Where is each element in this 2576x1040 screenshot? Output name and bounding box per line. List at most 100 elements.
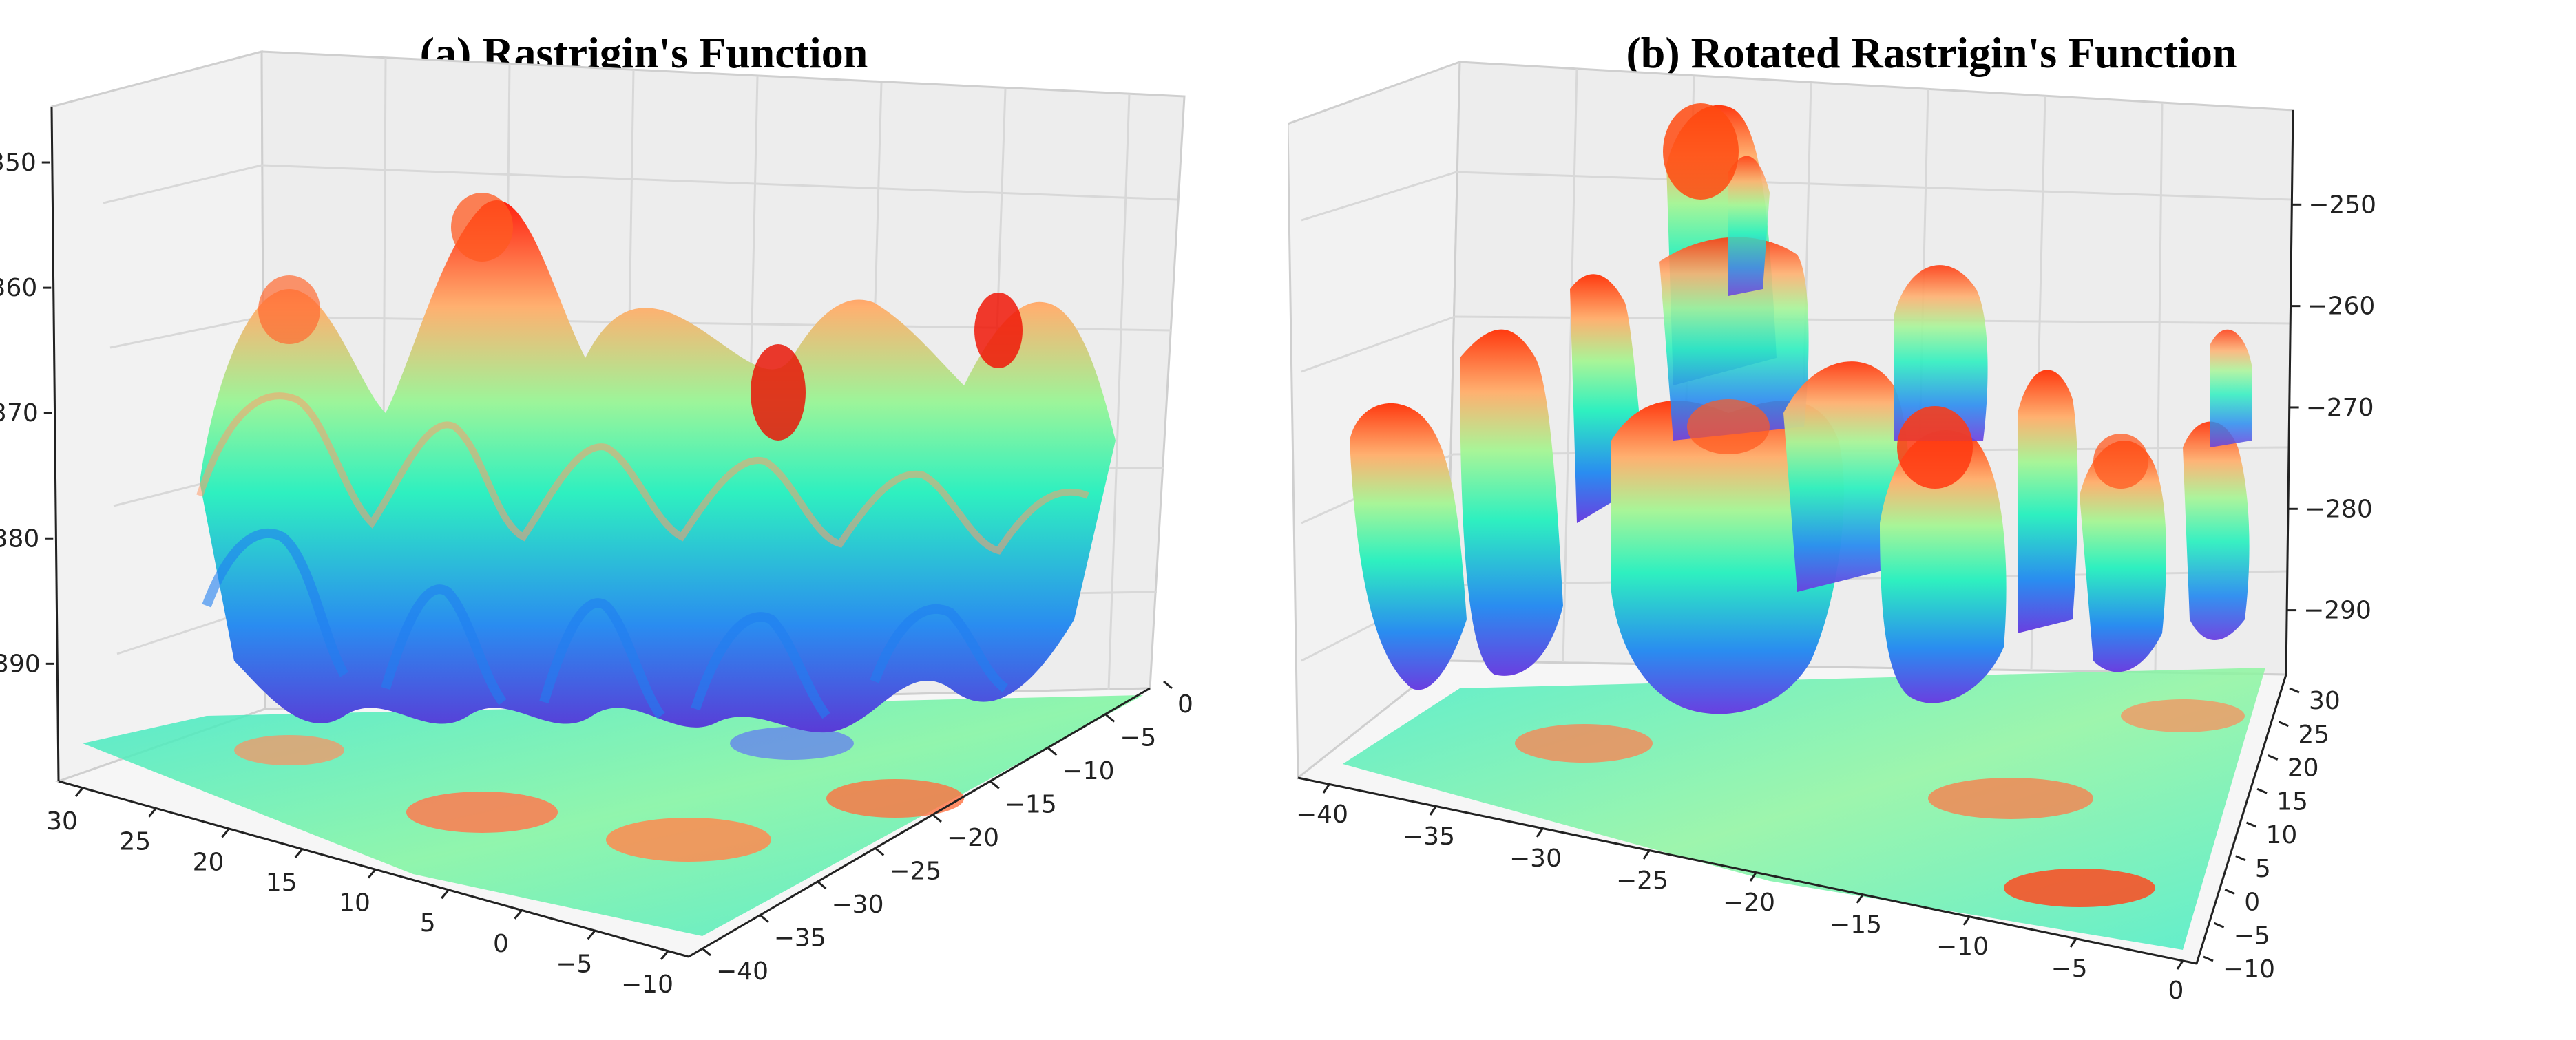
x-b-tick-label: 0 xyxy=(2168,977,2184,1005)
y-a-tick-label: −10 xyxy=(1062,757,1115,785)
x-a-tick-label: −10 xyxy=(621,970,673,999)
z-a-tick-label: −360 xyxy=(0,274,37,302)
y-axis-b xyxy=(2195,674,2287,964)
x-b-tick-mark xyxy=(1322,784,1330,794)
x-a-tick-mark xyxy=(148,807,157,818)
z-ticks-a: −350 −360 −370 −380 −390 xyxy=(0,149,54,678)
y-b-tick-label: 0 xyxy=(2244,889,2260,917)
x-b-tick-mark xyxy=(1536,828,1544,838)
x-b-tick-mark xyxy=(2176,960,2184,970)
x-a-tick-mark xyxy=(367,869,377,879)
z-a-tick-label: −350 xyxy=(0,149,36,177)
y-a-tick-label: 0 xyxy=(1177,690,1193,719)
y-b-tick-mark xyxy=(2256,787,2268,794)
x-b-tick-mark xyxy=(1962,916,1971,926)
x-a-tick-label: −5 xyxy=(556,950,592,978)
y-a-tick-mark xyxy=(932,814,942,823)
y-a-tick-label: −25 xyxy=(889,858,941,886)
z-axis-a xyxy=(50,106,60,782)
surface-a xyxy=(196,193,1116,733)
y-b-tick-label: −10 xyxy=(2223,955,2275,984)
y-a-tick-mark xyxy=(817,880,827,890)
z-a-tick-label: −380 xyxy=(0,524,39,553)
x-a-tick-label: 0 xyxy=(493,930,509,958)
y-ticks-b: −10 −5 0 5 10 15 20 25 30 xyxy=(2203,687,2341,984)
y-a-tick-mark xyxy=(759,914,769,923)
x-b-tick-label: −20 xyxy=(1723,889,1775,917)
x-axis-b xyxy=(1297,776,2197,965)
y-b-tick-mark xyxy=(2278,721,2289,728)
y-a-tick-mark xyxy=(989,781,1000,789)
y-a-tick-mark xyxy=(875,847,885,856)
y-a-tick-label: −5 xyxy=(1120,724,1156,752)
x-b-tick-label: −15 xyxy=(1830,911,1882,939)
y-a-tick-label: −30 xyxy=(832,891,884,919)
surface-b xyxy=(1350,103,2252,714)
x-a-tick-label: 10 xyxy=(339,889,370,917)
y-b-tick-mark xyxy=(2245,821,2257,828)
x-b-tick-mark xyxy=(1856,894,1864,904)
x-a-tick-label: 25 xyxy=(119,828,151,856)
x-a-tick-label: 20 xyxy=(193,848,224,876)
y-ticks-a: −40−35−30−25−20−15−10−5 0 xyxy=(702,680,1193,986)
x-a-tick-label: 5 xyxy=(420,909,436,937)
x-b-tick-mark xyxy=(1429,806,1437,816)
z-b-tick-label: −270 xyxy=(2306,394,2374,422)
x-b-tick-label: −35 xyxy=(1403,823,1455,851)
x-b-tick-label: −5 xyxy=(2051,955,2087,983)
contour-hotspots-a xyxy=(234,727,964,862)
y-b-tick-label: 10 xyxy=(2266,821,2298,849)
y-a-tick-mark xyxy=(1105,714,1116,723)
z-ticks-b: −250 −260 −270 −280 −290 xyxy=(2287,191,2376,625)
y-axis-a xyxy=(688,687,1151,958)
contour-hotspots-b xyxy=(1515,699,2245,907)
y-a-tick-label: −15 xyxy=(1005,791,1057,819)
x-a-tick-mark xyxy=(587,930,596,940)
y-b-tick-mark xyxy=(2214,922,2225,928)
z-b-tick-label: −260 xyxy=(2307,293,2375,321)
x-a-tick-mark xyxy=(514,909,523,920)
z-b-tick-label: −290 xyxy=(2303,597,2371,625)
y-a-tick-mark xyxy=(702,947,711,957)
x-a-tick-label: 30 xyxy=(46,807,78,836)
x-b-tick-label: −30 xyxy=(1509,845,1562,873)
x-axis-a xyxy=(58,780,689,958)
y-b-tick-mark xyxy=(2268,754,2279,761)
y-b-tick-label: 25 xyxy=(2298,721,2329,749)
z-a-tick-label: −370 xyxy=(0,399,39,427)
z-b-tick-label: −280 xyxy=(2305,495,2373,523)
z-a-tick-label: −390 xyxy=(0,650,41,678)
y-a-tick-mark xyxy=(1163,680,1173,690)
chart-b: −250 −260 −270 −280 −290 −40 −35 −30 −25 −20 −15 −… xyxy=(1288,60,2376,1005)
y-b-tick-label: 20 xyxy=(2287,754,2319,783)
x-ticks-a: 30 25 20 15 10 5 0 −5 −10 xyxy=(46,787,673,999)
x-a-tick-mark xyxy=(660,951,669,960)
x-b-tick-label: −10 xyxy=(1936,933,1989,961)
y-a-tick-label: −40 xyxy=(716,957,768,986)
x-a-tick-mark xyxy=(74,787,84,797)
x-a-tick-label: 15 xyxy=(266,869,297,897)
y-a-tick-label: −20 xyxy=(947,824,999,852)
y-b-tick-mark xyxy=(2289,687,2300,694)
y-b-tick-mark xyxy=(2224,889,2235,895)
chart-title-b: (b) Rotated Rastrigin's Function xyxy=(1626,28,2237,77)
y-b-tick-mark xyxy=(2235,855,2246,862)
y-b-tick-label: −5 xyxy=(2234,922,2270,950)
y-b-tick-label: 30 xyxy=(2309,687,2341,715)
x-a-tick-mark xyxy=(294,848,303,858)
y-a-tick-label: −35 xyxy=(774,924,826,953)
x-a-tick-mark xyxy=(441,889,450,900)
y-b-tick-label: 5 xyxy=(2255,855,2271,883)
x-b-tick-mark xyxy=(2069,938,2077,948)
y-a-tick-mark xyxy=(1047,747,1058,756)
x-a-tick-mark xyxy=(221,828,230,838)
x-b-tick-label: −25 xyxy=(1616,867,1668,895)
x-b-tick-mark xyxy=(1749,872,1757,882)
z-b-tick-label: −250 xyxy=(2308,191,2376,219)
contour-projection-a xyxy=(83,695,1143,936)
x-b-tick-label: −40 xyxy=(1296,800,1348,829)
y-b-tick-mark xyxy=(2203,955,2214,962)
x-b-tick-mark xyxy=(1642,850,1651,860)
y-b-tick-label: 15 xyxy=(2276,787,2308,816)
